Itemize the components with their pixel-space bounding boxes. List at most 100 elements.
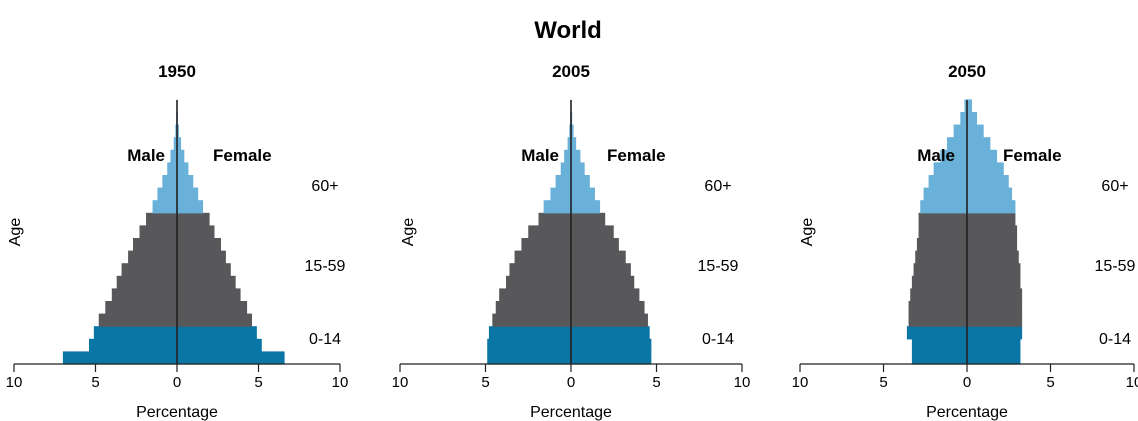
bar-male-0-4 bbox=[911, 351, 967, 365]
bar-female-15-19 bbox=[967, 313, 1023, 327]
bar-female-70-74 bbox=[967, 175, 1009, 189]
bar-female-65-69 bbox=[177, 187, 199, 201]
bar-female-55-59 bbox=[177, 212, 210, 226]
bar-female-35-39 bbox=[177, 263, 231, 277]
bar-male-75-79 bbox=[933, 162, 967, 176]
age-group-label: 0-14 bbox=[1099, 331, 1131, 348]
bar-female-10-14 bbox=[177, 326, 257, 340]
bar-male-45-49 bbox=[916, 238, 967, 252]
bar-female-10-14 bbox=[967, 326, 1023, 340]
bar-male-85-89 bbox=[567, 137, 571, 151]
panel-title: 2005 bbox=[552, 62, 590, 81]
bar-female-0-4 bbox=[571, 351, 652, 365]
y-axis-label: Age bbox=[7, 218, 24, 247]
bar-male-15-19 bbox=[492, 313, 571, 327]
bar-female-25-29 bbox=[571, 288, 640, 302]
bar-male-40-44 bbox=[128, 250, 177, 264]
bar-male-25-29 bbox=[499, 288, 571, 302]
x-tick-label: 5 bbox=[481, 374, 489, 391]
bar-female-50-54 bbox=[177, 225, 215, 239]
bar-male-45-49 bbox=[521, 238, 571, 252]
bar-male-15-19 bbox=[908, 313, 967, 327]
bar-male-50-54 bbox=[139, 225, 177, 239]
bar-female-40-44 bbox=[177, 250, 226, 264]
bar-female-15-19 bbox=[571, 313, 648, 327]
bar-male-35-39 bbox=[913, 263, 967, 277]
figure-title: World bbox=[534, 17, 602, 44]
bar-female-60-64 bbox=[967, 200, 1016, 214]
bar-female-5-9 bbox=[177, 338, 262, 352]
bar-female-75-79 bbox=[571, 162, 585, 176]
age-group-label: 15-59 bbox=[1095, 258, 1136, 275]
x-tick-label: 5 bbox=[652, 374, 660, 391]
bar-male-45-49 bbox=[132, 238, 177, 252]
x-tick-label: 10 bbox=[332, 374, 349, 391]
bar-male-30-34 bbox=[116, 275, 177, 289]
bar-male-80-84 bbox=[564, 149, 571, 163]
bar-female-30-34 bbox=[571, 275, 635, 289]
bar-female-55-59 bbox=[967, 212, 1016, 226]
bar-male-90-94 bbox=[175, 124, 177, 138]
bar-female-70-74 bbox=[571, 175, 590, 189]
bar-male-50-54 bbox=[528, 225, 571, 239]
bar-male-65-69 bbox=[923, 187, 967, 201]
bar-male-60-64 bbox=[920, 200, 967, 214]
bar-male-50-54 bbox=[918, 225, 967, 239]
panel-title: 2050 bbox=[948, 62, 986, 81]
x-tick-label: 5 bbox=[254, 374, 262, 391]
x-tick-label: 5 bbox=[91, 374, 99, 391]
bar-male-5-9 bbox=[487, 338, 571, 352]
bar-male-0-4 bbox=[487, 351, 571, 365]
bar-female-60-64 bbox=[177, 200, 204, 214]
bar-male-20-24 bbox=[495, 301, 571, 315]
bar-female-85-89 bbox=[177, 137, 182, 151]
bar-female-75-79 bbox=[967, 162, 1004, 176]
bar-male-5-9 bbox=[88, 338, 177, 352]
bar-male-15-19 bbox=[98, 313, 177, 327]
bar-female-90-94 bbox=[967, 124, 984, 138]
bar-male-85-89 bbox=[946, 137, 967, 151]
bar-male-0-4 bbox=[62, 351, 177, 365]
age-group-label: 0-14 bbox=[702, 331, 734, 348]
bar-male-35-39 bbox=[509, 263, 571, 277]
bar-male-40-44 bbox=[915, 250, 967, 264]
bar-female-30-34 bbox=[177, 275, 236, 289]
bar-female-90-94 bbox=[571, 124, 574, 138]
female-label: Female bbox=[607, 146, 666, 165]
bar-male-80-84 bbox=[940, 149, 967, 163]
bar-female-35-39 bbox=[967, 263, 1021, 277]
bar-male-70-74 bbox=[928, 175, 967, 189]
bar-male-60-64 bbox=[543, 200, 571, 214]
x-tick-label: 0 bbox=[173, 374, 181, 391]
age-group-label: 60+ bbox=[311, 178, 338, 195]
bar-male-25-29 bbox=[910, 288, 967, 302]
bar-male-10-14 bbox=[93, 326, 177, 340]
bar-male-10-14 bbox=[488, 326, 571, 340]
bar-male-30-34 bbox=[506, 275, 571, 289]
bar-male-75-79 bbox=[167, 162, 177, 176]
bar-male-20-24 bbox=[105, 301, 177, 315]
bar-female-45-49 bbox=[177, 238, 222, 252]
bar-male-55-59 bbox=[918, 212, 967, 226]
bar-female-20-24 bbox=[571, 301, 645, 315]
bar-female-65-69 bbox=[571, 187, 595, 201]
bar-female-75-79 bbox=[177, 162, 189, 176]
bar-female-80-84 bbox=[177, 149, 185, 163]
bar-female-20-24 bbox=[967, 301, 1023, 315]
bar-male-95-99 bbox=[960, 112, 967, 126]
y-axis-label: Age bbox=[400, 218, 417, 247]
x-tick-label: 5 bbox=[1046, 374, 1054, 391]
bar-female-5-9 bbox=[571, 338, 652, 352]
x-tick-label: 10 bbox=[792, 374, 809, 391]
x-tick-label: 10 bbox=[392, 374, 409, 391]
male-label: Male bbox=[917, 146, 955, 165]
female-label: Female bbox=[213, 146, 272, 165]
bar-male-70-74 bbox=[555, 175, 571, 189]
x-tick-label: 0 bbox=[567, 374, 575, 391]
bar-female-90-94 bbox=[177, 124, 179, 138]
age-group-label: 0-14 bbox=[309, 331, 341, 348]
bar-male-10-14 bbox=[906, 326, 967, 340]
bar-male-35-39 bbox=[121, 263, 177, 277]
age-group-label: 60+ bbox=[704, 178, 731, 195]
